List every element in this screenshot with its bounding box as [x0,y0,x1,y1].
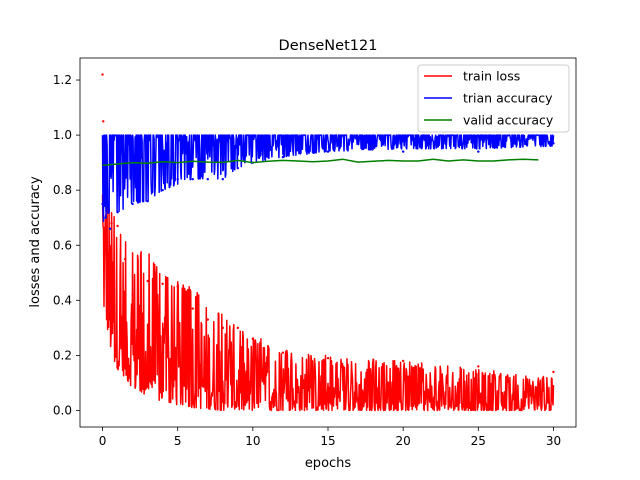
data-point [102,120,105,123]
data-point [108,227,112,230]
y-tick-label: 1.0 [53,128,72,142]
x-tick-label: 15 [320,434,335,448]
x-tick-label: 5 [174,434,182,448]
legend: train loss trian accuracy valid accuracy [417,64,570,133]
data-point [206,318,209,321]
x-tick-label: 10 [245,434,260,448]
data-point [161,188,164,192]
data-point [161,282,164,286]
data-point [477,365,480,368]
data-point [101,73,104,76]
y-tick-label: 0.4 [53,293,72,307]
y-tick-label: 0.0 [53,403,72,417]
data-point [206,177,209,181]
data-point [326,356,330,360]
series-trian-accuracy [101,134,555,230]
legend-label: trian accuracy [463,91,553,106]
x-tick-label: 30 [546,434,561,448]
series-valid-accuracy [102,158,539,167]
data-point [191,177,194,181]
legend-box [417,64,570,133]
data-point [552,370,555,374]
data-point [477,150,480,153]
legend-label: valid accuracy [463,113,554,128]
plot-series [101,73,555,412]
x-tick-label: 20 [396,434,411,448]
y-axis-label: losses and accuracy [28,176,43,308]
axes: 0 5 10 15 20 25 30 0.0 0.2 0.4 0.6 0.8 1.0 1.2 [53,57,577,448]
data-point [401,150,405,153]
data-point [281,351,285,354]
y-tick-label: 0.6 [53,238,72,252]
x-tick-label: 25 [471,434,486,448]
data-point [146,279,149,283]
data-point [236,326,240,330]
y-tick-label: 0.8 [53,183,72,197]
x-axis-label: epochs [305,456,352,471]
chart-title: DenseNet121 [279,38,378,54]
legend-label: train loss [463,69,520,84]
data-point [221,177,224,181]
x-tick-label: 0 [99,434,107,448]
data-point [191,307,194,310]
data-point [401,359,405,363]
series-train-loss [101,73,555,412]
series-line [101,194,555,412]
data-point [116,224,119,228]
y-tick-label: 1.2 [53,73,72,87]
y-tick-label: 0.2 [53,348,72,362]
series-line [102,158,539,167]
series-line [101,134,555,223]
